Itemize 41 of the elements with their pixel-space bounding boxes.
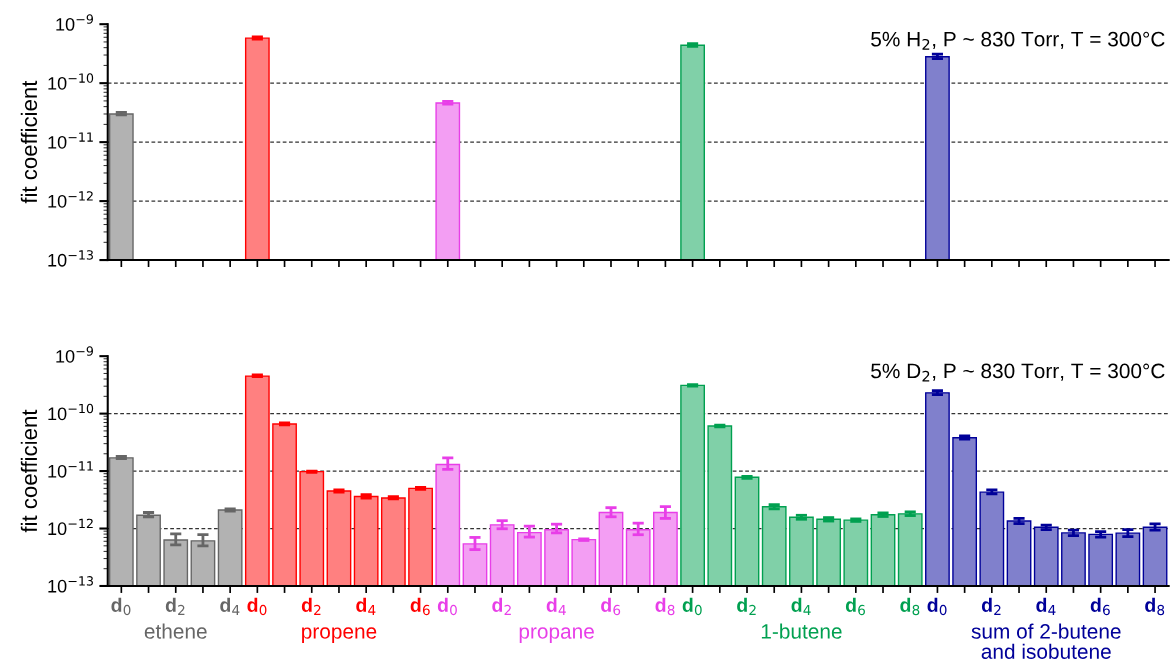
y-tick-label: 10$^{−9}$ xyxy=(56,14,93,31)
series-label: propene xyxy=(302,627,377,643)
y-tick-label: 10$^{−12}$ xyxy=(48,191,93,208)
x-tick-label: d$_{0}$ xyxy=(682,597,702,616)
series-label: 1-butene xyxy=(761,623,842,639)
x-tick-label: d$_{8}$ xyxy=(1145,597,1165,616)
y-tick-label: 10$^{−12}$ xyxy=(48,518,93,536)
y-tick-label: 10$^{−11}$ xyxy=(48,461,93,478)
x-tick-label: d$_{2}$ xyxy=(492,597,511,615)
y-tick-label: 10$^{−11}$ xyxy=(48,132,93,149)
x-tick-label: d$_{8}$ xyxy=(900,597,920,616)
y-tick-label: 10$^{−10}$ xyxy=(48,403,94,421)
x-tick-label: d$_{6}$ xyxy=(601,597,621,616)
x-tick-label: d$_{0}$ xyxy=(437,597,457,616)
y-tick-label: 10$^{−9}$ xyxy=(56,346,93,363)
x-tick-label: d$_{0}$ xyxy=(247,597,267,616)
y-axis-title: fit coefficient xyxy=(20,409,38,533)
x-tick-label: d$_{2}$ xyxy=(165,597,185,615)
series-label: sum of 2-butene and isobutene xyxy=(971,623,1121,659)
chart-title: 5% D$_{2}$, P ~ 830 Torr, T = 300°C xyxy=(871,363,1165,382)
series-label: propane xyxy=(519,627,594,643)
x-tick-label: d$_{2}$ xyxy=(301,597,321,615)
x-tick-label: d$_{0}$ xyxy=(111,597,131,616)
x-tick-label: d$_{4}$ xyxy=(220,597,240,615)
y-tick-label: 10$^{−10}$ xyxy=(48,73,94,90)
y-axis-title: fit coefficient xyxy=(20,80,38,204)
x-tick-label: d$_{0}$ xyxy=(927,597,947,616)
chart-title: 5% H$_{2}$, P ~ 830 Torr, T = 300°C xyxy=(871,31,1165,50)
x-tick-label: d$_{4}$ xyxy=(356,597,376,615)
x-tick-label: d$_{4}$ xyxy=(1036,597,1056,615)
x-tick-label: d$_{6}$ xyxy=(845,597,865,616)
x-tick-label: d$_{6}$ xyxy=(410,597,430,616)
x-tick-label: d$_{6}$ xyxy=(1090,597,1110,616)
y-tick-label: 10$^{−13}$ xyxy=(48,576,93,593)
x-tick-label: d$_{2}$ xyxy=(737,597,756,615)
x-tick-label: d$_{4}$ xyxy=(546,597,566,615)
x-tick-label: d$_{4}$ xyxy=(791,597,811,615)
x-tick-label: d$_{2}$ xyxy=(981,597,1001,615)
y-tick-label: 10$^{−13}$ xyxy=(48,250,93,267)
series-label: ethene xyxy=(144,623,207,639)
x-tick-label: d$_{8}$ xyxy=(655,597,675,616)
